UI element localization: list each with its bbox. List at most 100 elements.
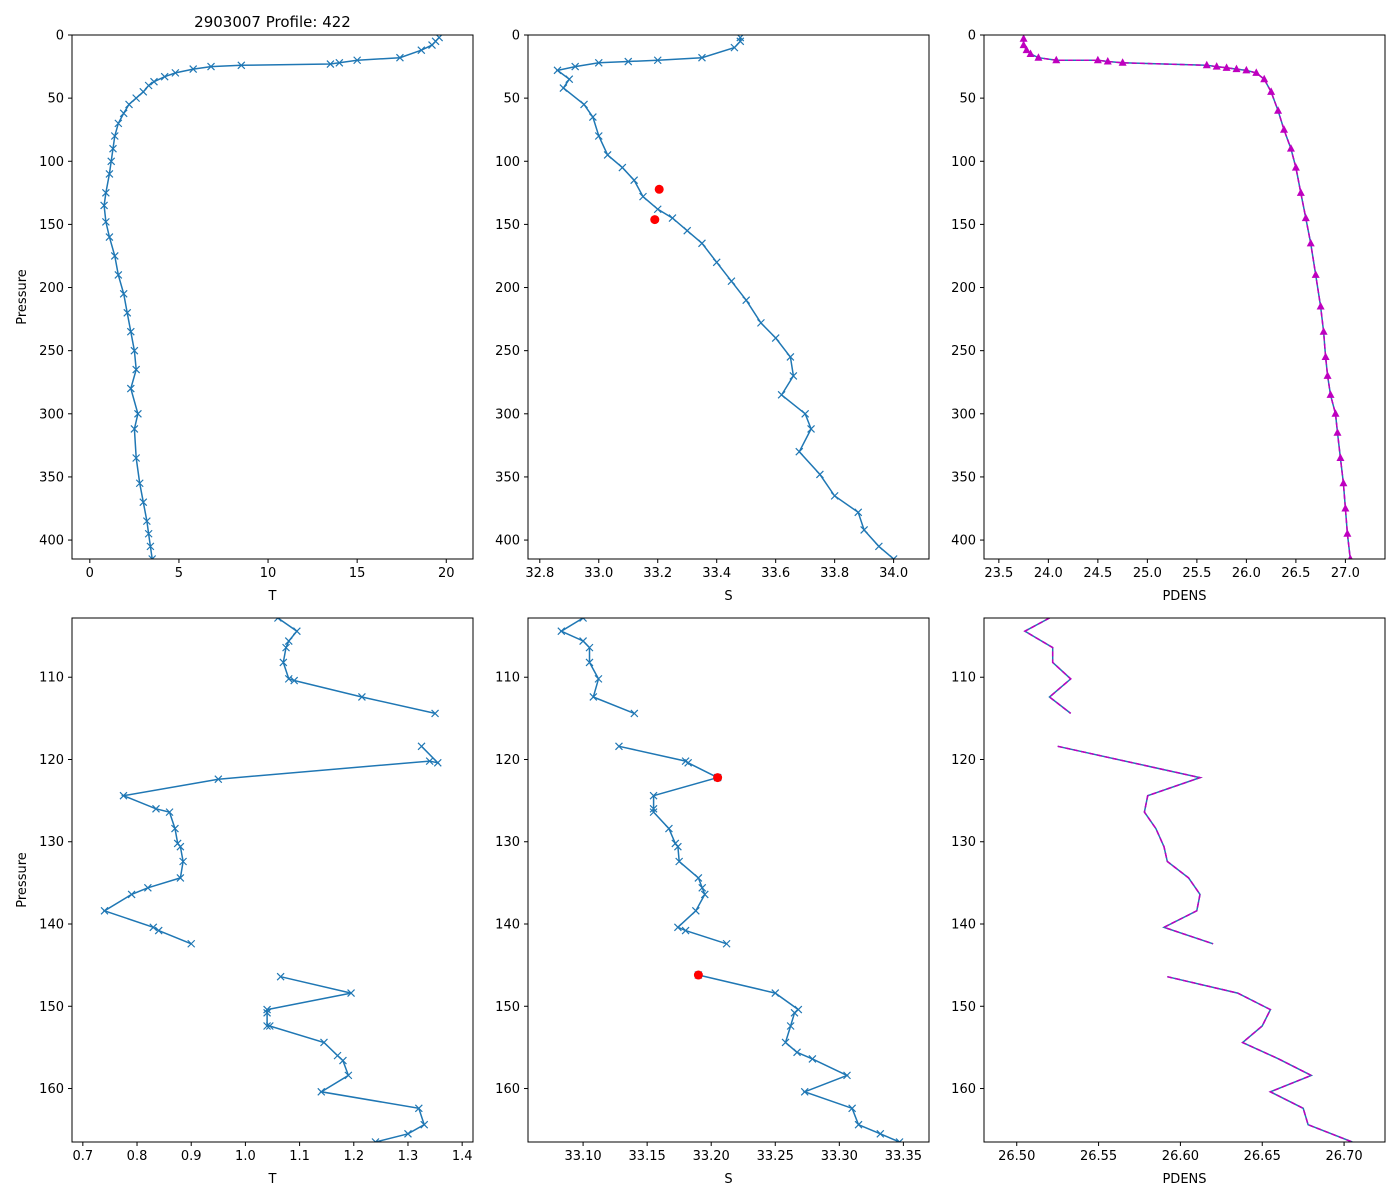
data-point-marker [854,1120,863,1129]
data-point-marker [789,371,798,380]
data-point-marker [279,658,288,667]
data-point-marker [126,384,135,393]
data-point-marker [150,77,158,86]
x-tick-label: 1.3 [398,1149,419,1164]
data-point-marker [1286,144,1295,152]
data-point-marker [700,890,709,899]
series-group [100,35,444,559]
y-tick-label: 200 [495,281,520,296]
data-point-marker [344,1071,353,1080]
data-point-marker [757,318,765,327]
data-point-marker [1103,57,1112,65]
x-axis-label: PDENS [1162,1172,1206,1187]
panel-bottom-middle: 33.10 33.15 33.20 33.25 33.30 33.35 110 120 130 1… [495,617,930,1187]
data-point-marker [1026,49,1035,57]
series-line [102,745,441,945]
data-point-marker [189,65,198,74]
x-axis-label: PDENS [1162,589,1206,604]
data-point-marker [433,758,442,767]
y-tick-label: 50 [503,92,520,107]
data-point-marker [282,643,290,652]
series-group [100,618,442,1142]
data-point-marker [1202,60,1211,69]
y-tick-label: 120 [495,753,520,768]
data-point-marker [1242,65,1251,74]
data-point-marker [1019,35,1028,42]
data-point-marker [1252,68,1261,76]
series-group [557,618,904,1142]
data-point-marker [889,555,898,559]
data-point-marker [353,56,362,65]
data-point-marker [579,637,588,645]
data-point-marker [585,643,594,652]
x-tick-label: 26.0 [1232,566,1261,581]
x-tick-label: 15 [349,566,366,581]
axes-frame [71,34,474,560]
axes-frame [527,34,930,560]
axes-frame [527,617,930,1143]
data-point-marker [207,62,215,71]
x-tick-label: 10 [260,566,277,581]
data-point-marker [1212,62,1221,70]
series-line [1022,38,1352,559]
data-point-marker [165,808,174,817]
data-point-marker [681,926,690,935]
data-point-marker [105,169,114,178]
data-point-marker [874,542,883,551]
data-point-marker [807,425,815,433]
data-point-marker [149,923,158,932]
data-point-marker [684,758,693,767]
data-point-marker [290,676,299,685]
y-tick-label: 400 [39,534,64,549]
data-point-marker [557,627,566,636]
data-point-marker [114,270,123,279]
data-point-marker [1232,64,1241,73]
data-point-marker [284,674,293,683]
x-axis-label: T [268,589,277,604]
data-point-marker [736,37,745,46]
data-point-marker [132,454,141,462]
data-point-marker [335,58,344,67]
data-point-marker [292,627,301,636]
data-point-marker [1321,352,1330,360]
data-point-marker [428,41,436,50]
y-tick-label: 150 [951,218,976,233]
x-tick-label: 33.8 [820,566,849,581]
data-point-marker [843,1071,851,1080]
y-tick-label: 110 [951,671,976,686]
y-tick-label: 150 [39,1000,64,1015]
x-axis-label: T [268,1172,277,1187]
x-tick-label: 25.5 [1182,566,1211,581]
data-point-marker [179,857,188,866]
data-point-marker [800,1087,809,1096]
data-point-marker [649,808,658,817]
data-point-marker [100,906,109,915]
y-tick-label: 400 [951,534,976,549]
data-point-marker [135,479,144,488]
x-tick-label: 33.0 [584,566,613,581]
data-point-marker [130,425,139,433]
x-tick-label: 20 [438,566,455,581]
data-point-marker [237,61,246,70]
data-point-marker [801,409,810,418]
series-line-base [1167,975,1353,1142]
y-tick-label: 50 [959,92,976,107]
flagged-point [654,184,664,194]
series-line [103,36,440,559]
data-point-marker [830,491,839,500]
y-tick-label: 110 [39,671,64,686]
data-point-marker [144,529,153,538]
x-tick-label: 26.65 [1244,1149,1281,1164]
y-tick-label: 140 [951,918,976,933]
x-tick-label: 33.2 [643,566,672,581]
data-point-marker [730,43,739,52]
data-point-marker [1291,163,1300,171]
data-point-marker [698,53,706,62]
data-point-marker [571,62,580,71]
y-tick-label: 100 [951,155,976,170]
data-point-marker [1323,371,1332,379]
data-point-marker [694,874,703,882]
x-axis-label: S [724,589,732,604]
data-point-marker [580,100,588,109]
